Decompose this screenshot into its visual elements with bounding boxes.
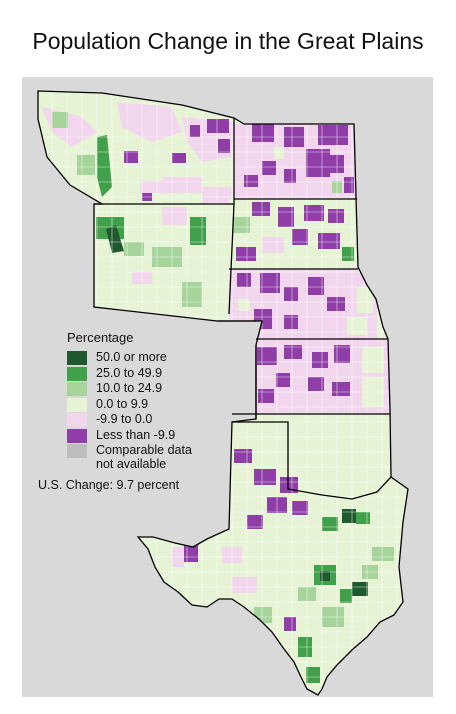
legend-swatch [67, 382, 87, 396]
legend-swatch [67, 397, 87, 412]
legend-label: 25.0 to 49.9 [96, 365, 163, 380]
legend-label: 50.0 or more [96, 350, 167, 364]
legend-swatch [67, 351, 87, 365]
legend-item: 0.0 to 9.9 [38, 397, 228, 413]
legend-label: Comparable data not available [96, 443, 192, 471]
legend-item: -9.9 to 0.0 [38, 412, 228, 428]
legend-swatch [67, 444, 87, 458]
state-borders [37, 90, 409, 696]
legend-swatch [67, 366, 87, 381]
map-title: Population Change in the Great Plains [32, 28, 424, 54]
legend-item: 25.0 to 49.9 [38, 366, 228, 382]
legend-item: Less than -9.9 [38, 428, 228, 444]
legend-item: 50.0 or more [38, 350, 228, 366]
legend-item: 10.0 to 24.9 [38, 381, 228, 397]
legend-swatch [67, 428, 87, 443]
legend-label: Less than -9.9 [96, 427, 176, 442]
legend: Percentage 50.0 or more 25.0 to 49.9 10.… [38, 330, 228, 492]
legend-swatch [67, 413, 87, 427]
legend-item: Comparable data not available [38, 443, 228, 472]
us-change-note: U.S. Change: 9.7 percent [38, 478, 180, 492]
legend-title: Percentage [67, 330, 134, 345]
map-panel [22, 77, 433, 697]
legend-label: -9.9 to 0.0 [96, 412, 153, 426]
legend-label: 0.0 to 9.9 [96, 396, 149, 411]
great-plains-map [37, 90, 409, 696]
legend-label: 10.0 to 24.9 [96, 381, 163, 395]
